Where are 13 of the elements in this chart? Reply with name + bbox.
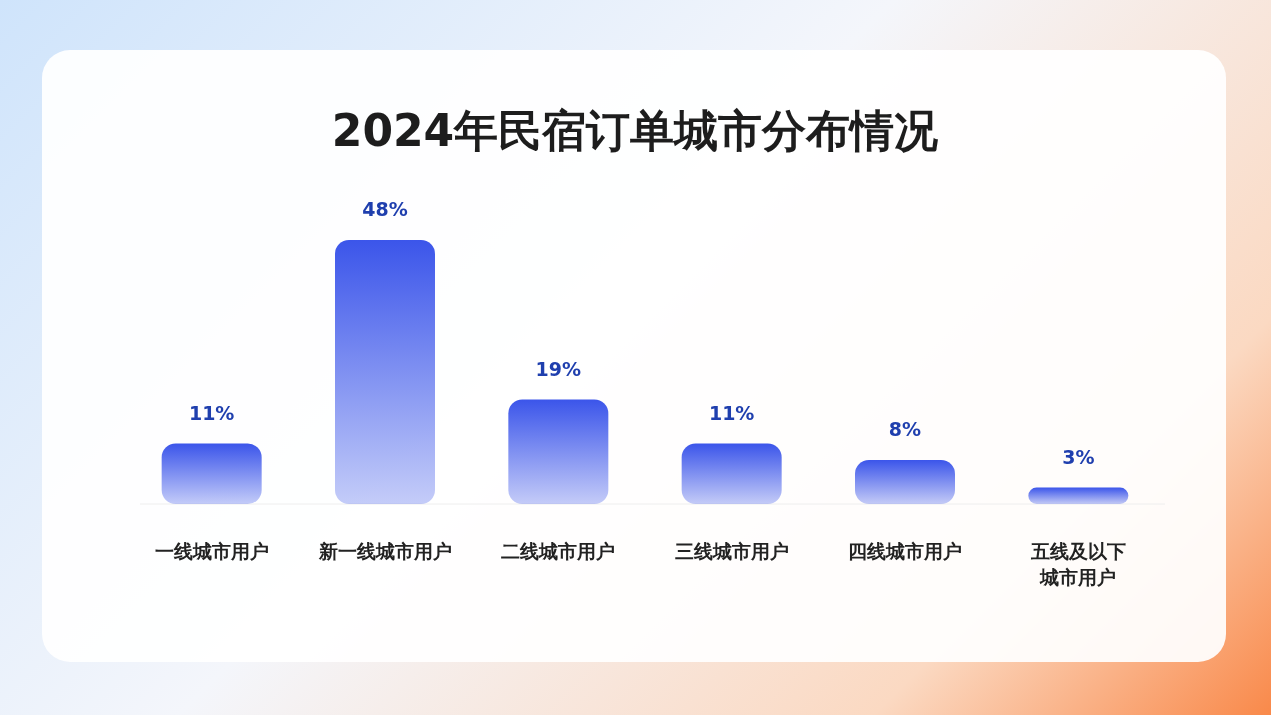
data-label: 11% [188, 401, 235, 424]
chart-title: 2024年民宿订单城市分布情况 [331, 105, 939, 156]
x-tick-label: 二线城市用户 [501, 540, 616, 562]
data-label: 8% [888, 418, 922, 440]
x-tick-label: 五线及以下城市用户 [1029, 540, 1126, 588]
x-tick-label: 一线城市用户 [154, 540, 269, 562]
data-label: 11% [708, 401, 755, 424]
x-tick-label: 新一线城市用户 [317, 540, 452, 562]
data-label: 19% [535, 357, 582, 380]
data-label: 3% [1062, 445, 1095, 468]
x-tick-label: 三线城市用户 [674, 540, 789, 562]
data-label: 48% [362, 198, 408, 220]
x-tick-label: 四线城市用户 [848, 540, 962, 562]
